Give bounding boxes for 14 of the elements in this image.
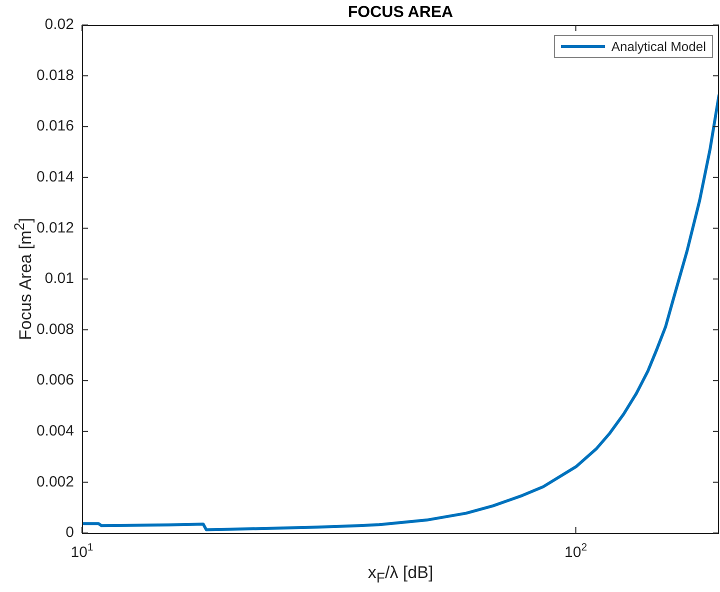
y-tick-label: 0.002 [36,473,74,490]
y-tick-label: 0.004 [36,422,74,440]
legend-label: Analytical Model [611,39,706,54]
y-tick-label: 0.02 [44,16,74,34]
y-tick-label: 0.018 [36,66,74,84]
y-tick-label: 0.012 [36,219,74,236]
x-axis-title: x$_{F}$/λ [dB] [366,563,434,586]
y-tick-label: 0.014 [36,168,74,186]
y-tick-label: 0.008 [36,320,74,338]
y-tick-label: 0.006 [36,372,74,389]
y-tick-label: 0.01 [44,270,74,288]
chart-title: FOCUS AREA [346,4,454,22]
y-tick-label: 0 [66,524,74,542]
y-tick-label: 0.016 [36,118,74,135]
